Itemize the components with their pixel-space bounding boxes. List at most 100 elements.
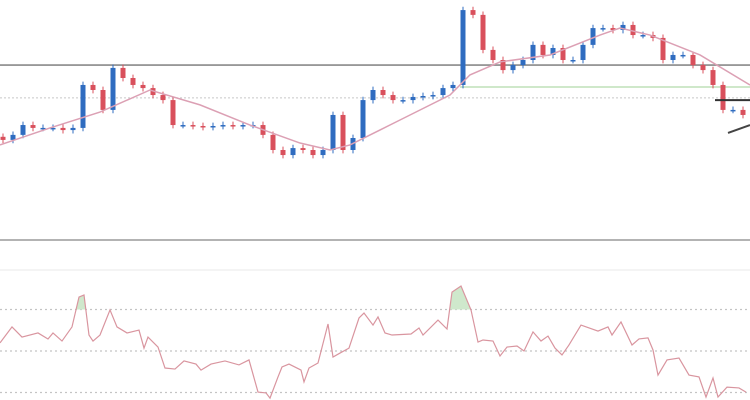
candle-body [300,148,306,150]
candle-body [590,28,596,45]
candle [510,61,516,74]
candle [460,6,466,89]
candle-body [680,54,686,57]
candle-body [220,125,226,127]
candle-body [580,44,586,60]
candle-body [240,125,246,127]
candle-body [410,96,416,101]
candle-body [90,84,96,90]
candle [300,144,306,154]
candle-body [740,109,746,115]
candle-body [110,67,116,110]
candle-body [670,54,676,60]
candle-body [730,109,736,112]
candle [600,24,606,32]
candle [170,96,176,129]
candle [30,121,36,132]
candle [470,6,476,19]
candle [710,66,716,89]
candle-body [290,148,296,156]
candle [620,21,626,34]
candle [120,64,126,82]
candle [20,121,26,139]
candle-body [550,48,556,55]
candle [420,92,426,101]
candle-body [180,125,186,127]
candle [550,44,556,59]
candle [380,86,386,99]
candle [70,124,76,134]
candle-body [330,114,336,150]
candle [290,144,296,159]
candle [80,81,86,132]
candle [370,86,376,104]
candle [720,81,726,114]
candle-body [640,35,646,37]
candle-body [720,84,726,110]
candle-body [390,95,396,101]
candle-body [570,60,576,62]
moving-average-line [0,27,750,151]
candle [740,106,746,119]
candle-body [120,67,126,78]
candle [570,56,576,64]
candle [0,133,6,144]
candle [390,91,396,104]
candle-body [140,84,146,89]
candle [310,146,316,159]
candle [220,121,226,130]
candle-body [480,14,486,50]
candle-body [70,127,76,131]
candle-body [490,49,496,60]
candle [270,131,276,154]
candle [50,124,56,132]
candle [90,81,96,94]
candle [110,64,116,114]
candle [440,84,446,99]
candle [490,46,496,64]
candle [400,96,406,104]
candle [230,121,236,130]
candle [430,91,436,100]
candle [700,61,706,74]
overbought-fill [0,286,750,310]
candle [730,106,736,114]
candle [190,121,196,130]
candle [450,81,456,92]
candle-body [20,125,26,135]
candle-body [370,90,376,101]
candle-body [100,90,106,110]
candle-body [600,28,606,30]
candle-body [130,78,136,85]
candle-body [470,10,476,15]
candle-body [660,37,666,60]
candle-body [610,28,616,30]
candle-body [340,114,346,150]
candle-body [360,100,366,138]
candle-body [430,95,436,97]
candle [100,86,106,114]
candle [180,121,186,129]
candle [140,81,146,92]
candle-body [560,48,566,60]
candle [210,122,216,131]
candle [590,24,596,49]
candle-body [620,24,626,30]
candle [560,44,566,64]
trendline [727,124,750,134]
candle-body [420,96,426,98]
candle [280,146,286,159]
candle-body [520,60,526,66]
candle [130,74,136,89]
candle-body [710,70,716,85]
candle [660,34,666,64]
candle-body [10,134,16,140]
rsi-line [0,285,747,400]
candle [410,93,416,104]
candle [500,56,506,74]
candle [630,21,636,39]
candle-body [230,125,236,127]
candle-body [270,134,276,150]
candle-body [200,126,206,128]
candle-body [320,150,326,156]
